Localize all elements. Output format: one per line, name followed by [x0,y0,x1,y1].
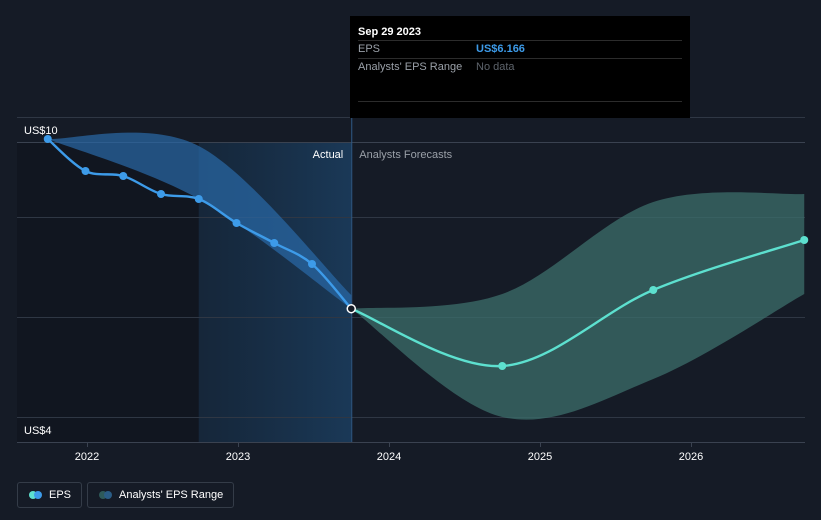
selected-point [346,303,356,314]
x-tick-label: 2024 [377,451,401,463]
tooltip-date: Sep 29 2023 [358,26,421,38]
tooltip-range-label: Analysts' EPS Range [358,61,463,73]
eps-point [194,195,203,203]
x-tick-label: 2023 [226,451,250,463]
eps-forecast-line [350,238,805,368]
y-axis-bottom-label: US$4 [24,425,52,437]
past-shade [17,142,199,442]
tooltip-range-row: Analysts' EPS Range No data [358,58,682,76]
eps-point [156,190,165,198]
range-legend-icon [99,491,112,499]
x-tick-label: 2025 [528,451,552,463]
tooltip-eps-row: EPS US$6.166 [358,40,682,58]
tooltip-eps-value: US$6.166 [476,43,525,55]
legend-eps-label: EPS [49,489,72,501]
eps-point [232,219,241,227]
actual-label: Actual [313,149,344,161]
tooltip: Sep 29 2023 EPS US$6.166 Analysts' EPS R… [350,16,690,118]
tooltip-eps-label: EPS [358,43,381,55]
eps-point [43,135,52,143]
eps-point [270,239,279,247]
eps-forecast-point [800,236,809,244]
eps-point [119,172,128,180]
legend-eps[interactable]: EPS [17,482,82,508]
eps-point [81,167,90,175]
x-tick-label: 2026 [679,451,703,463]
y-axis-top-label: US$10 [24,125,58,137]
tooltip-range-value: No data [476,61,515,73]
eps-legend-icon [29,491,42,499]
eps-forecast-point [649,286,658,294]
eps-forecast-point [498,362,507,370]
legend-analysts-range[interactable]: Analysts' EPS Range [87,482,234,508]
x-tick-label: 2022 [75,451,99,463]
range-band-actual [47,132,352,309]
tooltip-divider [358,101,682,102]
forecast-label: Analysts Forecasts [359,149,452,161]
eps-point [307,260,316,268]
legend-range-label: Analysts' EPS Range [119,489,224,501]
range-band-forecast [351,192,805,420]
